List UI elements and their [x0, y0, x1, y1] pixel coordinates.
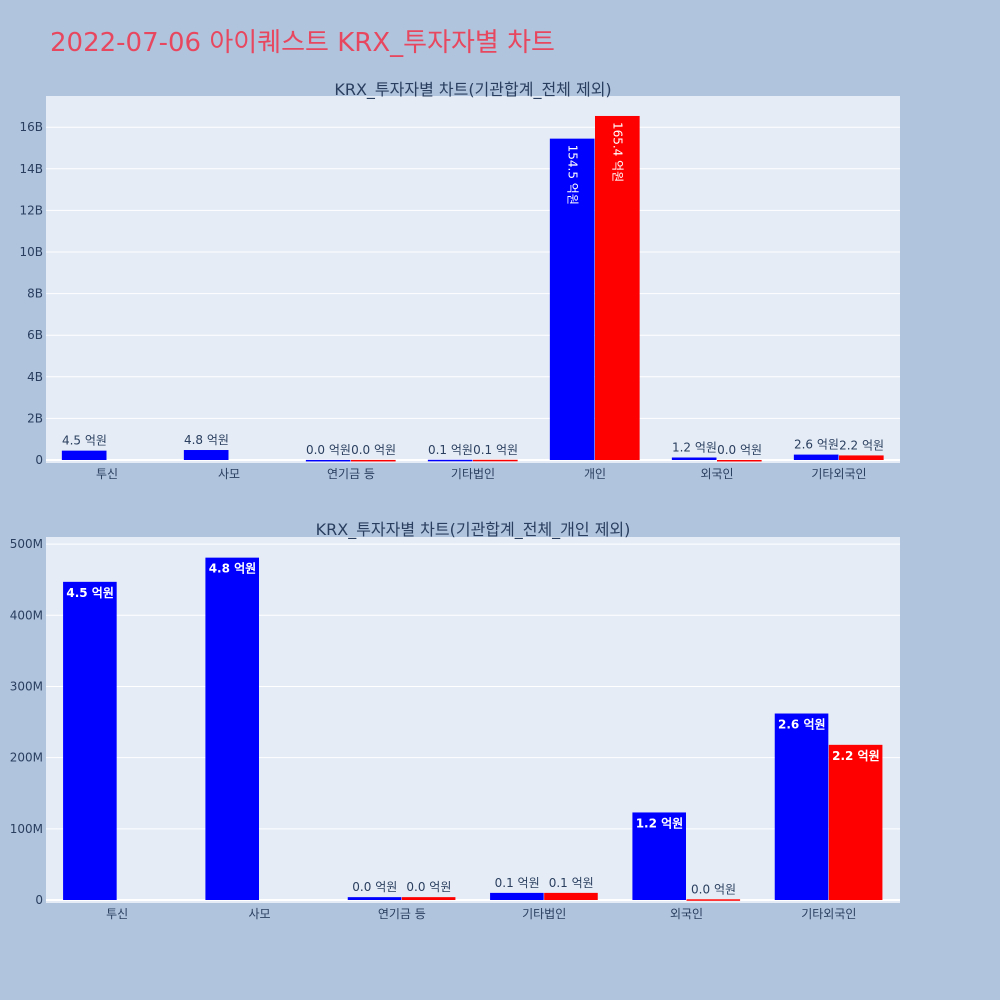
- bar: [490, 892, 544, 900]
- y-tick-label: 8B: [27, 287, 43, 301]
- y-tick-label: 100M: [10, 822, 43, 836]
- x-tick-label: 개인: [584, 467, 606, 481]
- plot-area: [46, 537, 900, 903]
- bar: [351, 459, 396, 462]
- plot-area: [46, 96, 900, 463]
- data-label: 0.0 억원: [406, 880, 451, 894]
- bar: [305, 459, 351, 462]
- data-label: 0.0 억원: [717, 443, 762, 457]
- bar: [401, 897, 456, 900]
- bar: [828, 744, 883, 900]
- bar: [549, 138, 595, 460]
- bar: [839, 455, 884, 460]
- y-tick-label: 6B: [27, 328, 43, 342]
- data-label: 2.6 억원: [778, 718, 826, 732]
- chart-title: KRX_투자자별 차트(기관합계_전체_개인 제외): [316, 520, 631, 540]
- x-tick-label: 외국인: [670, 907, 703, 921]
- y-tick-label: 400M: [10, 608, 43, 622]
- data-label: 4.5 억원: [66, 586, 114, 600]
- data-label: 0.0 억원: [306, 443, 351, 457]
- bar: [632, 812, 686, 900]
- y-tick-label: 0: [35, 453, 43, 467]
- bar: [427, 459, 473, 462]
- x-tick-label: 연기금 등: [327, 467, 375, 481]
- x-tick-label: 투신: [106, 907, 128, 921]
- bar: [774, 713, 829, 900]
- x-tick-label: 기타외국인: [811, 467, 866, 481]
- x-tick-label: 사모: [248, 907, 270, 921]
- y-tick-label: 300M: [10, 679, 43, 693]
- bar: [671, 457, 717, 460]
- chart-2: 0 100M 200M 300M 400M 500M KRX_투자자별 차트(기관합계_전체…: [10, 520, 900, 921]
- data-label: 4.5 억원: [62, 434, 107, 448]
- bar: [793, 454, 839, 460]
- data-label: 0.1 억원: [428, 443, 473, 457]
- bar: [183, 450, 229, 460]
- bar: [544, 892, 598, 900]
- page-title: 2022-07-06 아이퀘스트 KRX_투자자별 차트: [50, 28, 555, 58]
- bar: [205, 557, 259, 900]
- data-label: 4.8 억원: [184, 433, 229, 447]
- x-tick-label: 투신: [96, 467, 118, 481]
- x-tick-label: 기타외국인: [801, 907, 856, 921]
- x-tick-label: 기타법인: [451, 467, 495, 481]
- x-tick-label: 기타법인: [522, 907, 566, 921]
- y-tick-label: 0: [35, 893, 43, 907]
- data-label: 2.6 억원: [794, 438, 839, 452]
- y-tick-label: 4B: [27, 370, 43, 384]
- x-tick-label: 외국인: [700, 467, 733, 481]
- chart-title: KRX_투자자별 차트(기관합계_전체 제외): [334, 80, 611, 100]
- data-label: 0.1 억원: [549, 876, 594, 890]
- bar: [347, 897, 402, 900]
- data-label: 0.0 억원: [691, 882, 736, 896]
- data-label: 4.8 억원: [209, 562, 257, 576]
- data-label: 154.5 억원: [565, 145, 579, 205]
- chart-1: 0 2B 4B 6B 8B 10B 12B 14B 16B KRX_투자자별 차트(기관합계_전체…: [19, 80, 900, 481]
- y-tick-label: 500M: [10, 537, 43, 551]
- y-tick-label: 16B: [19, 120, 43, 134]
- y-tick-label: 200M: [10, 751, 43, 765]
- x-tick-label: 연기금 등: [378, 907, 426, 921]
- y-tick-label: 14B: [19, 162, 43, 176]
- data-label: 0.0 억원: [351, 443, 396, 457]
- bar: [595, 115, 640, 460]
- y-tick-label: 12B: [19, 203, 43, 217]
- bar: [473, 459, 518, 462]
- bar: [717, 459, 762, 462]
- x-tick-label: 사모: [218, 467, 240, 481]
- data-label: 0.1 억원: [473, 443, 518, 457]
- bar: [686, 899, 741, 901]
- data-label: 2.2 억원: [832, 749, 880, 763]
- bar: [63, 581, 117, 900]
- data-label: 0.0 억원: [352, 880, 397, 894]
- data-label: 0.1 억원: [495, 876, 540, 890]
- y-tick-label: 10B: [19, 245, 43, 259]
- bar: [61, 450, 107, 460]
- data-label: 2.2 억원: [839, 438, 884, 452]
- y-tick-label: 2B: [27, 411, 43, 425]
- data-label: 1.2 억원: [636, 816, 684, 830]
- data-label: 165.4 억원: [611, 122, 625, 182]
- data-label: 1.2 억원: [672, 441, 717, 455]
